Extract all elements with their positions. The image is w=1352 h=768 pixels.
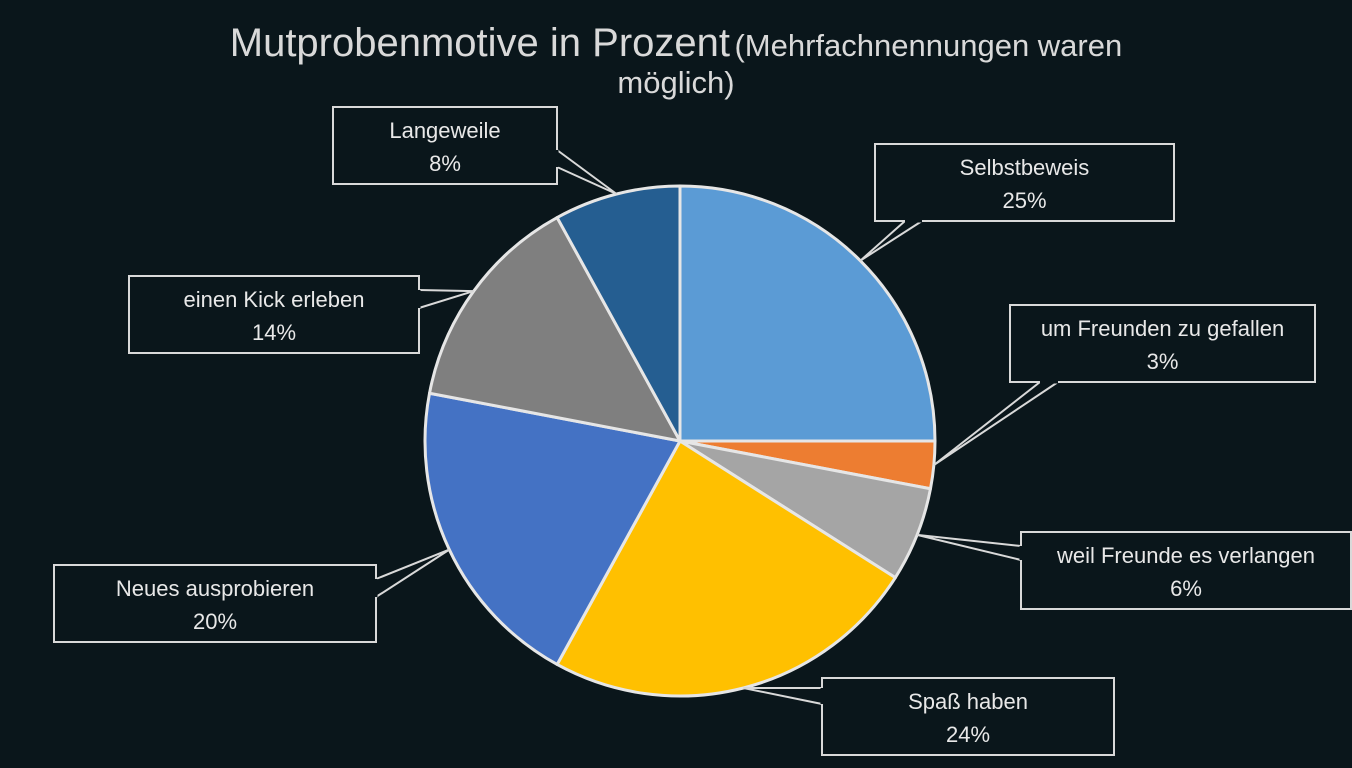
callout-5: Neues ausprobieren 20% (53, 548, 450, 643)
callout-leader-line (743, 687, 823, 705)
chart-title-main: Mutprobenmotive in Prozent (229, 21, 731, 65)
callout-box (1020, 531, 1352, 610)
chart-subtitle: (Mehrfachnennungen waren (734, 28, 1123, 63)
callout-box (821, 677, 1115, 756)
slice-value-label: 3% (1147, 349, 1179, 374)
callout-box (874, 143, 1175, 222)
slice-label: Langeweile (389, 118, 500, 143)
callout-leader-line (933, 381, 1059, 466)
slice-label: Spaß haben (908, 689, 1028, 714)
slice-label: Neues ausprobieren (116, 576, 314, 601)
callout-leader-line (556, 149, 618, 195)
callout-box (128, 275, 420, 354)
callout-leader-line (418, 289, 474, 309)
callout-leader-line (375, 548, 450, 598)
chart-subtitle-line-2: möglich) (617, 65, 735, 100)
callout-6: einen Kick erleben 14% (128, 275, 474, 354)
chart-title: Mutprobenmotive in Prozent (Mehrfachnenn… (0, 18, 1352, 103)
slice-label: weil Freunde es verlangen (1056, 543, 1315, 568)
slice-label: um Freunden zu gefallen (1041, 316, 1284, 341)
callout-leader-line (859, 220, 923, 262)
slice-label: einen Kick erleben (183, 287, 364, 312)
slice-value-label: 25% (1002, 188, 1046, 213)
slice-value-label: 20% (193, 609, 237, 634)
callout-4: Spaß haben 24% (743, 677, 1115, 756)
pie-slice-1 (678, 184, 937, 443)
slice-label: Selbstbeweis (960, 155, 1090, 180)
callout-box (1009, 304, 1316, 383)
callout-3: weil Freunde es verlangen 6% (916, 531, 1352, 610)
slice-value-label: 14% (252, 320, 296, 345)
callout-box (53, 564, 377, 643)
callout-box (332, 106, 558, 185)
callout-2: um Freunden zu gefallen 3% (933, 304, 1316, 466)
slice-value-label: 6% (1170, 576, 1202, 601)
slice-value-label: 24% (946, 722, 990, 747)
slice-value-label: 8% (429, 151, 461, 176)
pie-slices (423, 184, 937, 698)
callout-leader-line (916, 533, 1022, 561)
callout-7: Langeweile 8% (332, 106, 618, 195)
callouts: Selbstbeweis 25% um Freunden zu gefallen 3%… (53, 106, 1352, 756)
callout-1: Selbstbeweis 25% (859, 143, 1175, 262)
